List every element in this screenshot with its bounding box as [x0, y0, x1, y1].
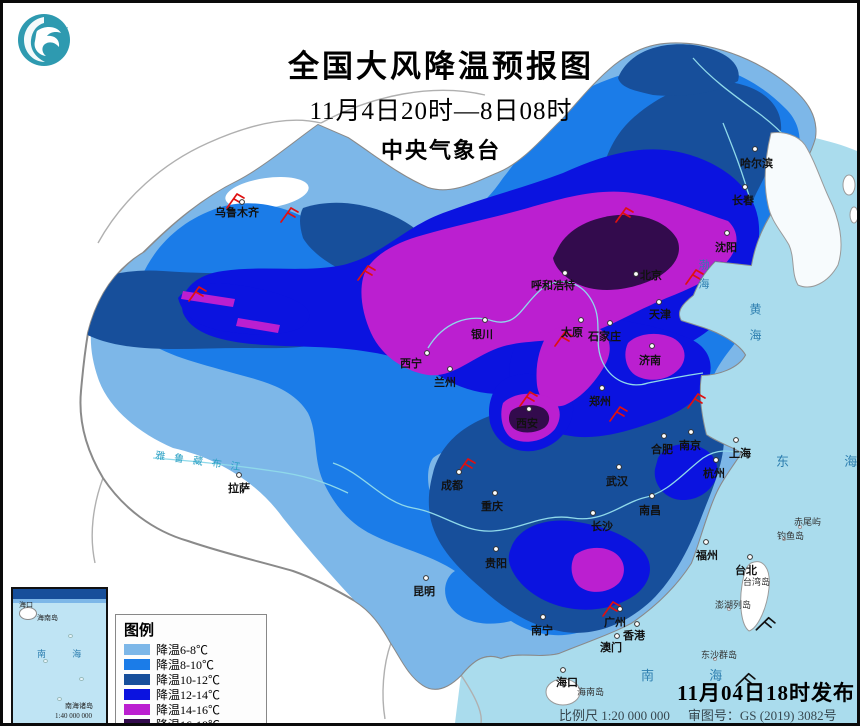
legend-panel: 图例 降温6-8℃ 降温8-10℃ 降温10-12℃ 降温12-14℃ 降温14… [115, 614, 267, 726]
legend-label: 降温10-12℃ [156, 673, 220, 687]
city-label-wuhan: 武汉 [606, 476, 628, 488]
city-label-beijing: 北京 [640, 270, 662, 282]
legend-label: 降温8-10℃ [156, 658, 214, 672]
inset-hainan-island [19, 607, 37, 620]
city-label-xining: 西宁 [400, 358, 422, 370]
city-label-hohhot: 呼和浩特 [531, 280, 575, 292]
legend-label: 降温14-16℃ [156, 703, 220, 717]
inset-coast-strip [13, 599, 106, 603]
legend-swatch-14-16 [124, 704, 150, 715]
city-label-shanghai: 上海 [729, 448, 751, 460]
sea-label-south-china-sea: 南 海 [641, 668, 749, 683]
island-label-diaoyu: 钓鱼岛 [777, 531, 805, 541]
map-header: 全国大风降温预报图 11月4日20时—8日08时 中央气象台 [261, 49, 621, 165]
legend-label: 降温12-14℃ [156, 688, 220, 702]
inset-island-dot [43, 659, 48, 663]
island-label-penghu: 澎湖列岛 [715, 600, 752, 610]
city-label-lanzhou: 兰州 [434, 377, 456, 389]
city-label-changchun: 长春 [732, 195, 754, 207]
city-label-shenyang: 沈阳 [715, 242, 737, 254]
city-label-chongqing: 重庆 [481, 501, 503, 513]
islands-and-korea [545, 132, 857, 706]
inset-mainland-strip [13, 589, 106, 599]
city-label-guangzhou: 广州 [604, 617, 626, 629]
map-approval-number: 审图号：GS (2019) 3082号 [687, 708, 837, 723]
city-label-lhasa: 拉萨 [228, 483, 250, 495]
legend-label: 降温6-8℃ [156, 643, 208, 657]
legend-row: 降温16-18℃ [124, 717, 266, 726]
legend-swatch-16-18 [124, 719, 150, 723]
city-label-chengdu: 成都 [441, 480, 463, 492]
city-label-changsha: 长沙 [591, 521, 613, 533]
city-label-zhengzhou: 郑州 [589, 396, 611, 408]
inset-island-dot [57, 697, 62, 701]
neighbour-borders [91, 89, 486, 723]
city-label-macau: 澳门 [600, 642, 622, 654]
city-label-jinan: 济南 [639, 355, 661, 367]
inset-label-hainan: 海南岛 [37, 614, 58, 622]
city-label-haikou: 海口 [556, 677, 578, 689]
china-weather-map [79, 42, 857, 723]
inset-label-sea: 南 海 [37, 649, 94, 659]
city-label-kunming: 昆明 [413, 586, 435, 598]
south-china-sea-inset: 海口 海南岛 南 海 南海诸岛 1:40 000 000 [11, 587, 108, 723]
cooling-layers [80, 43, 816, 689]
page-title: 全国大风降温预报图 [288, 49, 594, 84]
legend-row: 降温14-16℃ [124, 702, 266, 717]
agency-name: 中央气象台 [380, 137, 501, 163]
city-label-harbin: 哈尔滨 [740, 158, 773, 170]
legend-row: 降温6-8℃ [124, 642, 266, 657]
city-dots [236, 146, 758, 673]
city-label-fuzhou: 福州 [696, 550, 718, 562]
legend-swatch-6-8 [124, 644, 150, 655]
legend-row: 降温12-14℃ [124, 687, 266, 702]
city-label-taipei: 台北 [735, 565, 757, 577]
inset-island-dot [68, 634, 73, 638]
map-scale: 比例尺 1:20 000 000 [559, 708, 670, 723]
inset-label-haikou: 海口 [19, 601, 33, 609]
city-label-xian: 西安 [516, 418, 538, 430]
island-label-hainan: 海南岛 [577, 687, 605, 697]
inset-island-dot [79, 677, 84, 681]
island-label-chiwei: 赤尾屿 [794, 517, 822, 527]
map-meta: 比例尺 1:20 000 000 审图号：GS (2019) 3082号 [559, 705, 857, 723]
city-label-hongkong: 香港 [623, 630, 645, 642]
city-label-guiyang: 贵阳 [485, 558, 507, 570]
city-label-taiyuan: 太原 [561, 327, 583, 339]
city-label-hangzhou: 杭州 [703, 468, 725, 480]
inset-label-scale: 1:40 000 000 [55, 712, 92, 720]
sea-label-yellow-sea: 黄海 [748, 303, 762, 355]
legend-label: 降温16-18℃ [156, 718, 220, 726]
sea-label-bohai: 渤海 [697, 259, 709, 297]
legend-swatch-12-14 [124, 689, 150, 700]
city-label-nanchang: 南昌 [639, 505, 661, 517]
city-label-nanjing: 南京 [679, 440, 701, 452]
city-label-nanning: 南宁 [531, 625, 553, 637]
island-label-taiwan: 台湾岛 [743, 577, 771, 587]
legend-row: 降温10-12℃ [124, 672, 266, 687]
inset-label-islands: 南海诸岛 [65, 702, 93, 710]
rivers [152, 57, 804, 532]
sea-label-east-china-sea: 东 海 [776, 454, 857, 469]
city-label-tianjin: 天津 [649, 309, 671, 321]
city-label-hefei: 合肥 [651, 444, 673, 456]
release-time: 11月04日18时发布 [677, 681, 855, 705]
city-label-urumqi: 乌鲁木齐 [215, 207, 259, 219]
legend-title: 图例 [124, 623, 155, 639]
island-label-dongsha: 东沙群岛 [701, 650, 738, 660]
legend-row: 降温8-10℃ [124, 657, 266, 672]
legend-swatch-10-12 [124, 674, 150, 685]
legend-swatch-8-10 [124, 659, 150, 670]
city-label-yinchuan: 银川 [471, 329, 493, 341]
cma-logo-icon [18, 14, 70, 66]
city-label-shijiazhuang: 石家庄 [588, 331, 621, 343]
forecast-period: 11月4日20时—8日08时 [309, 97, 573, 125]
